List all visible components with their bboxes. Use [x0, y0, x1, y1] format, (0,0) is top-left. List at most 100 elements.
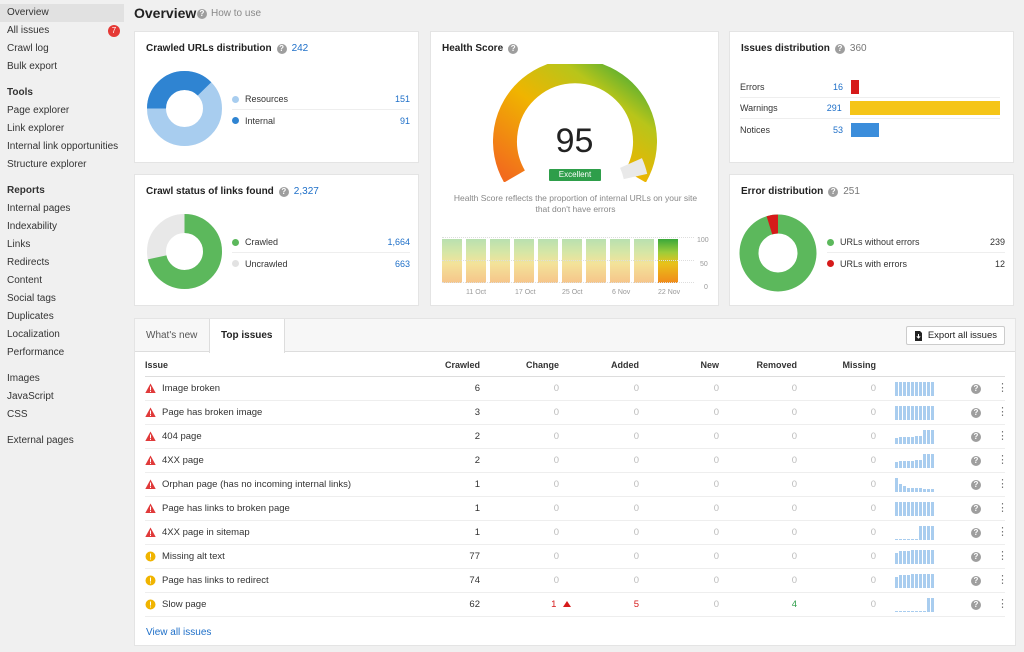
col-removed[interactable]: Removed: [756, 360, 797, 370]
table-row[interactable]: Orphan page (has no incoming internal li…: [145, 473, 1008, 497]
sidebar-item-images[interactable]: Images: [7, 373, 40, 384]
cell-removed[interactable]: 0: [791, 431, 797, 442]
history-bar[interactable]: [514, 239, 534, 283]
cell-missing[interactable]: 0: [870, 551, 876, 562]
cell-missing[interactable]: 0: [870, 503, 876, 514]
row-value[interactable]: 291: [826, 103, 842, 113]
history-bar[interactable]: [610, 239, 630, 283]
more-menu-icon[interactable]: ⋮: [997, 478, 1008, 490]
cell-crawled[interactable]: 2: [474, 455, 480, 466]
cell-removed[interactable]: 0: [791, 383, 797, 394]
issue-name[interactable]: Page has links to broken page: [162, 503, 290, 514]
cell-change[interactable]: 1: [551, 599, 571, 610]
sidebar-item-content[interactable]: Content: [7, 275, 43, 286]
issue-name[interactable]: Orphan page (has no incoming internal li…: [162, 479, 352, 490]
table-row[interactable]: Page has broken image 3 0 0 0 0 0? ⋮: [145, 401, 1008, 425]
legend-without-errors[interactable]: URLs without errors 239: [827, 232, 1005, 253]
help-icon[interactable]: ?: [971, 600, 981, 610]
issue-name[interactable]: Image broken: [162, 383, 221, 394]
cell-crawled[interactable]: 1: [474, 479, 480, 490]
help-icon[interactable]: ?: [971, 456, 981, 466]
sidebar-item-social-tags[interactable]: Social tags: [7, 293, 56, 304]
cell-crawled[interactable]: 1: [474, 527, 480, 538]
history-bar[interactable]: [562, 239, 582, 283]
tab-top-issues[interactable]: Top issues: [209, 319, 285, 353]
cell-crawled[interactable]: 77: [469, 551, 480, 562]
how-to-use-link[interactable]: ? How to use: [197, 8, 261, 19]
sidebar-item-structure-explorer[interactable]: Structure explorer: [7, 159, 87, 170]
sidebar-item-crawl-log[interactable]: Crawl log: [7, 43, 49, 54]
more-menu-icon[interactable]: ⋮: [997, 526, 1008, 538]
cell-added[interactable]: 0: [633, 575, 639, 586]
cell-new[interactable]: 0: [713, 455, 719, 466]
more-menu-icon[interactable]: ⋮: [997, 454, 1008, 466]
tab-whats-new[interactable]: What's new: [146, 330, 198, 341]
sidebar-item-duplicates[interactable]: Duplicates: [7, 311, 54, 322]
help-icon[interactable]: ?: [278, 186, 289, 197]
sidebar-item-bulk-export[interactable]: Bulk export: [7, 61, 58, 72]
help-icon[interactable]: ?: [971, 576, 981, 586]
table-row[interactable]: Slow page 62 1 5 0 4 0? ⋮: [145, 593, 1008, 617]
cell-missing[interactable]: 0: [870, 407, 876, 418]
cell-added[interactable]: 0: [633, 503, 639, 514]
crawl-status-count[interactable]: 2,327: [293, 186, 319, 197]
cell-added[interactable]: 0: [633, 479, 639, 490]
sidebar-item-redirects[interactable]: Redirects: [7, 257, 50, 268]
help-icon[interactable]: ?: [971, 504, 981, 514]
history-bar[interactable]: [466, 239, 486, 283]
cell-removed[interactable]: 0: [791, 455, 797, 466]
more-menu-icon[interactable]: ⋮: [997, 406, 1008, 418]
cell-new[interactable]: 0: [713, 575, 719, 586]
cell-added[interactable]: 0: [633, 407, 639, 418]
col-crawled[interactable]: Crawled: [444, 360, 480, 370]
cell-added[interactable]: 0: [633, 431, 639, 442]
history-bar[interactable]: [658, 239, 678, 283]
more-menu-icon[interactable]: ⋮: [997, 598, 1008, 610]
help-icon[interactable]: ?: [508, 43, 519, 54]
more-menu-icon[interactable]: ⋮: [997, 430, 1008, 442]
export-all-issues-button[interactable]: Export all issues: [905, 326, 1005, 345]
col-missing[interactable]: Missing: [842, 360, 876, 370]
help-icon[interactable]: ?: [834, 43, 845, 54]
cell-change[interactable]: 0: [553, 575, 559, 586]
cell-removed[interactable]: 0: [791, 575, 797, 586]
table-row[interactable]: 4XX page 2 0 0 0 0 0? ⋮: [145, 449, 1008, 473]
help-icon[interactable]: ?: [971, 408, 981, 418]
view-all-issues-link[interactable]: View all issues: [146, 627, 212, 638]
sidebar-item-all-issues[interactable]: All issues 7: [0, 22, 124, 40]
sidebar-item-css[interactable]: CSS: [7, 409, 28, 420]
legend-value[interactable]: 663: [394, 258, 410, 269]
cell-added[interactable]: 0: [633, 551, 639, 562]
cell-removed[interactable]: 0: [791, 527, 797, 538]
legend-with-errors[interactable]: URLs with errors 12: [827, 253, 1005, 274]
cell-missing[interactable]: 0: [870, 527, 876, 538]
row-value[interactable]: 16: [832, 82, 843, 92]
issue-name[interactable]: 4XX page: [162, 455, 204, 466]
sidebar-item-indexability[interactable]: Indexability: [7, 221, 58, 232]
help-icon[interactable]: ?: [828, 186, 839, 197]
cell-change[interactable]: 0: [553, 407, 559, 418]
cell-change[interactable]: 0: [553, 479, 559, 490]
col-added[interactable]: Added: [611, 360, 639, 370]
cell-crawled[interactable]: 1: [474, 503, 480, 514]
cell-change[interactable]: 0: [553, 527, 559, 538]
cell-new[interactable]: 0: [713, 431, 719, 442]
cell-added[interactable]: 5: [633, 599, 639, 610]
cell-added[interactable]: 0: [633, 455, 639, 466]
cell-change[interactable]: 0: [553, 431, 559, 442]
col-issue[interactable]: Issue: [145, 360, 169, 370]
crawled-urls-count[interactable]: 242: [291, 43, 309, 54]
table-row[interactable]: Missing alt text 77 0 0 0 0 0? ⋮: [145, 545, 1008, 569]
cell-new[interactable]: 0: [713, 551, 719, 562]
issue-name[interactable]: Page has broken image: [162, 407, 263, 418]
sidebar-item-links[interactable]: Links: [7, 239, 31, 250]
legend-internal[interactable]: Internal 91: [232, 110, 410, 131]
cell-added[interactable]: 0: [633, 383, 639, 394]
cell-new[interactable]: 0: [713, 599, 719, 610]
issue-name[interactable]: 404 page: [162, 431, 202, 442]
sidebar-item-localization[interactable]: Localization: [7, 329, 60, 340]
legend-uncrawled[interactable]: Uncrawled 663: [232, 253, 410, 274]
cell-crawled[interactable]: 6: [474, 383, 480, 394]
cell-added[interactable]: 0: [633, 527, 639, 538]
cell-missing[interactable]: 0: [870, 383, 876, 394]
